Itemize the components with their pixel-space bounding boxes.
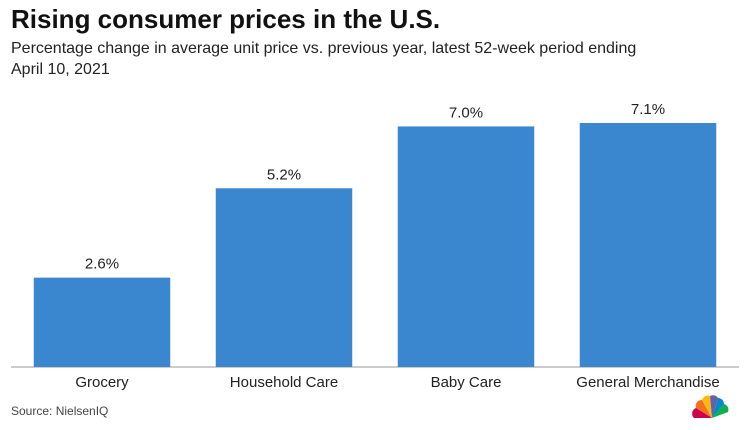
x-tick-label: General Merchandise <box>576 374 719 391</box>
value-label: 2.6% <box>85 256 119 273</box>
chart-subtitle: Percentage change in average unit price … <box>11 40 637 78</box>
bar <box>215 188 353 367</box>
value-label: 7.1% <box>631 101 665 118</box>
chart-title: Rising consumer prices in the U.S. <box>11 4 441 34</box>
value-label: 5.2% <box>267 166 301 183</box>
bar <box>397 126 535 368</box>
x-tick-label: Household Care <box>230 374 338 391</box>
bar <box>33 277 171 367</box>
bar <box>579 123 717 367</box>
x-tick-label: Grocery <box>75 374 129 391</box>
source-note: Source: NielsenIQ <box>11 404 109 418</box>
x-tick-label: Baby Care <box>431 374 502 391</box>
value-label: 7.0% <box>449 104 483 121</box>
logo <box>692 395 729 418</box>
